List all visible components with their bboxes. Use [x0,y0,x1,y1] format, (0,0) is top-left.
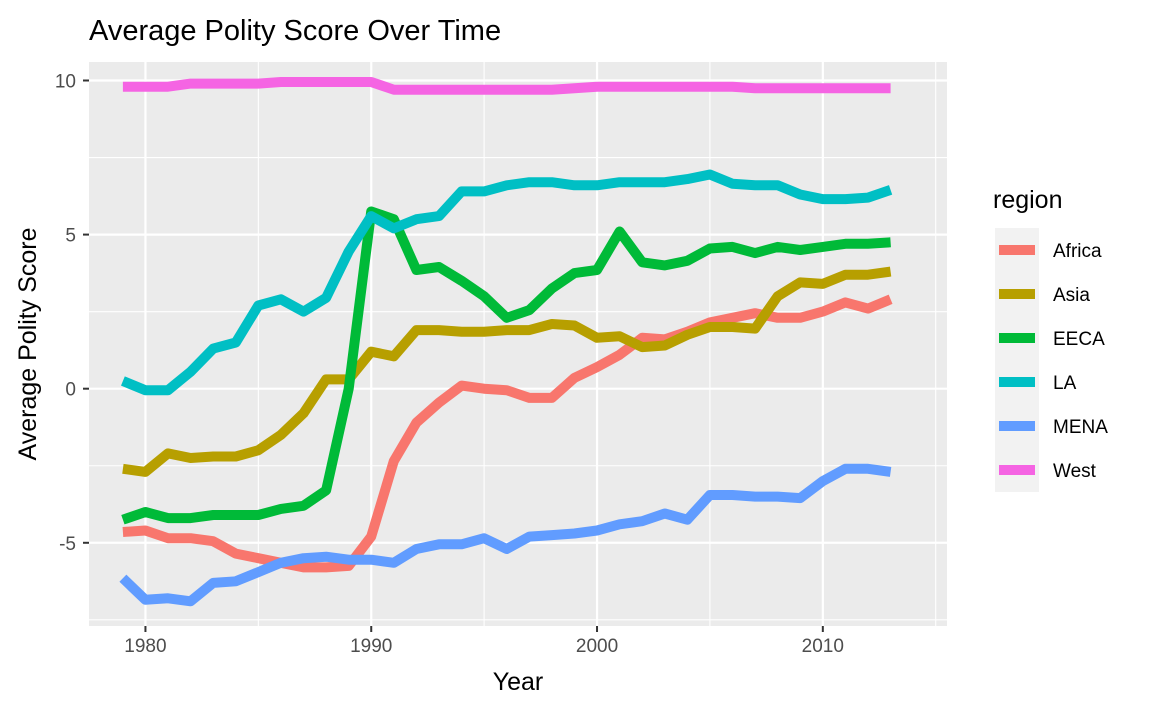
series-line-eeca [121,206,891,525]
series-line-asia [122,266,892,477]
legend-label: LA [1053,373,1077,394]
legend-label: Asia [1053,285,1090,306]
x-axis-tick-labels: 1980 1990 2000 2010 [124,636,844,657]
x-tick-label: 1990 [350,636,392,657]
legend-label: West [1053,461,1097,482]
x-tick-label: 2010 [802,636,844,657]
chart-title: Average Polity Score Over Time [89,15,501,47]
y-tick-label: 10 [55,71,76,92]
legend-label: Africa [1053,241,1102,262]
y-tick-label: 5 [65,226,76,247]
legend-label: MENA [1053,417,1108,438]
y-axis-tick-labels: -5 0 5 10 [55,71,76,554]
x-axis-title: Year [493,668,544,696]
legend-label: EECA [1053,329,1105,350]
series-lines [119,77,893,607]
y-axis-title: Average Polity Score [14,228,42,461]
y-tick-label: 0 [65,380,76,401]
legend-items: Africa Asia EECA LA MENA West [995,228,1108,492]
legend: region Africa Asia EECA LA MENA West [993,186,1108,492]
x-tick-label: 1980 [124,636,166,657]
series-line-west [122,77,891,95]
legend-title: region [993,186,1063,214]
series-line-la [121,169,893,396]
x-tick-label: 2000 [576,636,618,657]
axis-ticks [83,79,824,632]
series-line-mena [119,463,892,607]
y-tick-label: -5 [59,534,76,555]
